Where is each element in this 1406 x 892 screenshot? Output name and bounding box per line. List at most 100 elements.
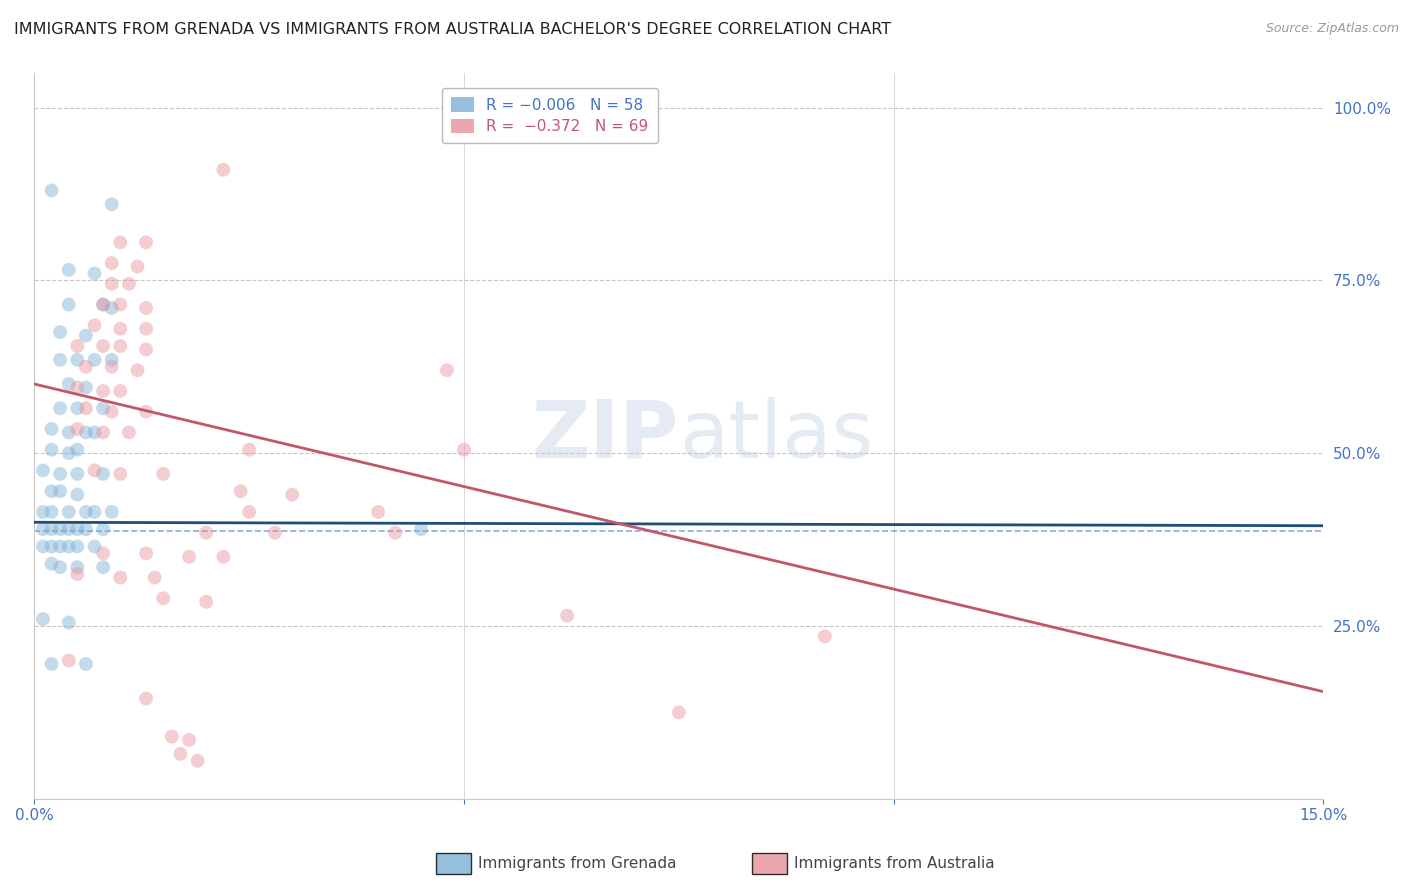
Point: [49, 325, 72, 339]
Point: [110, 322, 132, 336]
Point: [41, 540, 63, 554]
Point: [187, 754, 209, 768]
Point: [177, 733, 200, 747]
Point: [195, 595, 218, 609]
Text: Immigrants from Australia: Immigrants from Australia: [794, 856, 995, 871]
Point: [135, 691, 157, 706]
Point: [110, 339, 132, 353]
Point: [91, 297, 114, 311]
Point: [814, 629, 837, 643]
Point: [41, 484, 63, 499]
Point: [58, 505, 80, 519]
Point: [66, 442, 89, 457]
Point: [75, 328, 97, 343]
Text: IMMIGRANTS FROM GRENADA VS IMMIGRANTS FROM AUSTRALIA BACHELOR'S DEGREE CORRELATI: IMMIGRANTS FROM GRENADA VS IMMIGRANTS FR…: [14, 22, 891, 37]
Point: [75, 401, 97, 416]
Point: [32, 612, 55, 626]
Point: [135, 235, 157, 250]
Point: [100, 505, 122, 519]
Point: [49, 401, 72, 416]
Point: [91, 297, 114, 311]
Point: [110, 467, 132, 481]
Point: [66, 352, 89, 367]
Point: [58, 377, 80, 392]
Point: [49, 540, 72, 554]
Point: [41, 442, 63, 457]
Point: [110, 384, 132, 398]
Point: [100, 405, 122, 419]
Point: [66, 488, 89, 502]
Point: [41, 557, 63, 571]
Point: [58, 446, 80, 460]
Point: [32, 522, 55, 536]
Point: [66, 522, 89, 536]
Point: [384, 525, 406, 540]
Point: [143, 570, 166, 584]
Point: [32, 463, 55, 477]
Point: [195, 525, 218, 540]
Point: [152, 591, 174, 606]
Point: [58, 540, 80, 554]
Point: [127, 363, 149, 377]
Point: [75, 380, 97, 394]
Point: [91, 467, 114, 481]
Text: ZIP: ZIP: [531, 397, 679, 475]
Point: [49, 522, 72, 536]
Point: [91, 522, 114, 536]
Point: [367, 505, 389, 519]
Point: [169, 747, 191, 761]
Point: [135, 322, 157, 336]
Point: [66, 540, 89, 554]
Point: [135, 343, 157, 357]
Point: [110, 297, 132, 311]
Point: [264, 525, 287, 540]
Point: [58, 263, 80, 277]
Point: [91, 425, 114, 440]
Text: Source: ZipAtlas.com: Source: ZipAtlas.com: [1265, 22, 1399, 36]
Point: [66, 380, 89, 394]
Point: [555, 608, 578, 623]
Point: [100, 197, 122, 211]
Point: [135, 405, 157, 419]
Point: [41, 184, 63, 198]
Point: [238, 442, 260, 457]
Point: [83, 505, 105, 519]
Point: [83, 352, 105, 367]
Point: [83, 540, 105, 554]
Point: [75, 657, 97, 671]
Point: [58, 615, 80, 630]
Point: [49, 560, 72, 574]
Point: [66, 467, 89, 481]
Point: [75, 425, 97, 440]
Point: [91, 401, 114, 416]
Point: [453, 442, 475, 457]
Point: [83, 318, 105, 333]
Point: [91, 339, 114, 353]
Point: [110, 235, 132, 250]
Point: [83, 463, 105, 477]
Point: [41, 522, 63, 536]
Point: [100, 277, 122, 291]
Point: [49, 467, 72, 481]
Point: [409, 522, 432, 536]
Point: [66, 339, 89, 353]
Point: [100, 352, 122, 367]
Point: [91, 560, 114, 574]
Point: [177, 549, 200, 564]
Point: [160, 730, 183, 744]
Point: [32, 540, 55, 554]
Point: [58, 522, 80, 536]
Point: [135, 546, 157, 560]
Point: [75, 522, 97, 536]
Point: [100, 256, 122, 270]
Point: [91, 384, 114, 398]
Point: [41, 422, 63, 436]
Text: Immigrants from Grenada: Immigrants from Grenada: [478, 856, 676, 871]
Point: [75, 505, 97, 519]
Legend: R = −0.006   N = 58, R =  −0.372   N = 69: R = −0.006 N = 58, R = −0.372 N = 69: [441, 88, 658, 144]
Point: [32, 505, 55, 519]
Point: [281, 488, 304, 502]
Point: [100, 359, 122, 374]
Point: [668, 706, 690, 720]
Point: [66, 567, 89, 582]
